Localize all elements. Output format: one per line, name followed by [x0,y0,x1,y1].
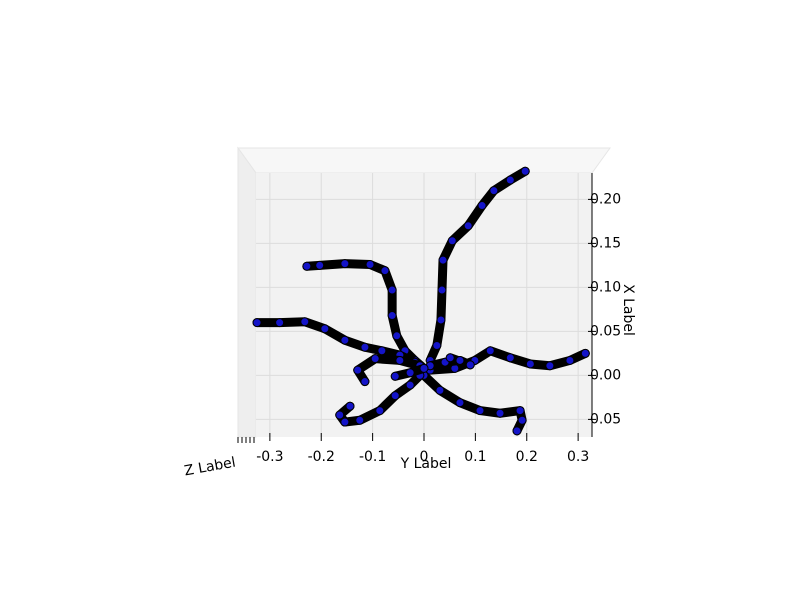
point [320,324,330,334]
point [360,377,370,387]
y-tick-label: 0.05 [590,323,621,339]
x-tick-label: 0.2 [516,449,538,465]
x-axis-label: Y Label [400,456,452,472]
point [520,166,530,176]
point [505,175,515,185]
point [475,406,485,416]
point [463,221,473,231]
x-tick-label: 0.1 [464,449,486,465]
point [377,346,387,356]
point [485,346,495,356]
point [438,255,448,265]
point [345,401,355,411]
side-pane [237,146,257,438]
point [437,285,447,295]
point [375,406,385,416]
x-tick-label: 0.3 [567,449,589,465]
y-tick-label: 0.00 [590,367,621,383]
y-axis-label: X Label [620,284,636,336]
point [495,408,505,418]
point [517,415,527,425]
point [455,355,465,365]
y-tick-label: 0.15 [590,235,621,251]
x-tick-label: -0.2 [308,449,335,465]
point [302,261,312,271]
point [505,353,515,363]
point [465,360,475,370]
point [370,354,380,364]
point [390,391,400,401]
x-tick-label: 0 [420,449,429,465]
x-tick-label: -0.1 [359,449,386,465]
point [515,406,525,416]
point [365,260,375,270]
point [335,410,345,420]
point [432,340,442,350]
y-tick-label: 0.20 [590,191,621,207]
point [275,318,285,328]
point [353,365,363,375]
point [252,318,262,328]
point [455,398,465,408]
y-tick-label: 0.05 [590,411,621,427]
point [565,355,575,365]
point [300,317,310,327]
point [380,266,390,276]
x-tick-label: -0.3 [256,449,283,465]
point [360,342,370,352]
point [340,335,350,345]
point [392,331,402,341]
point [435,385,445,395]
point [405,380,415,390]
point [395,355,405,365]
point [477,201,487,211]
point [436,315,446,325]
point [445,353,455,363]
point [390,371,400,381]
point [580,348,590,358]
point [315,260,325,270]
point [512,426,522,436]
point [405,368,415,378]
y-tick-label: 0.10 [590,279,621,295]
point [447,236,457,246]
back-pane [237,147,611,174]
z-axis-label: Z Label [183,455,237,480]
point [419,363,429,373]
point [340,417,350,427]
point [355,415,365,425]
point [489,186,499,196]
point [387,311,397,321]
point [525,359,535,369]
point [387,285,397,295]
point [340,259,350,269]
z-axis-ticks [237,437,255,443]
point [545,361,555,371]
